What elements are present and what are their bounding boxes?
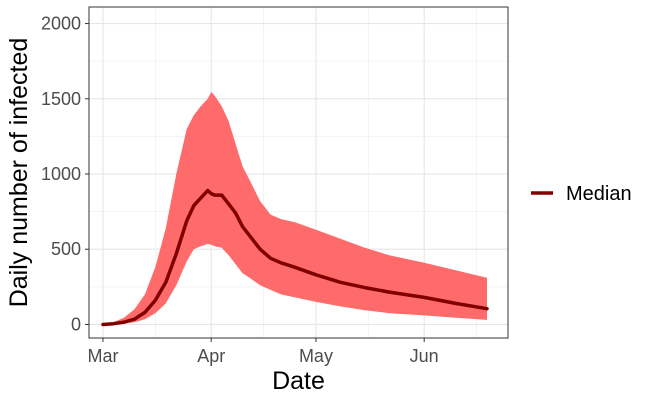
median-line <box>101 188 489 327</box>
y-axis-title: Daily number of infected <box>5 38 33 308</box>
panel-border <box>88 6 509 339</box>
uncertainty-band <box>103 92 487 325</box>
y-tick-label: 1500 <box>41 89 81 109</box>
x-axis: Mar Apr May Jun <box>87 338 439 366</box>
x-tick-label: Jun <box>410 346 439 366</box>
x-axis-title: Date <box>272 367 325 395</box>
legend: Median <box>531 183 632 205</box>
y-tick-label: 2000 <box>41 14 81 34</box>
x-tick-label: Apr <box>197 346 225 366</box>
x-tick-label: May <box>299 346 333 366</box>
legend-label-median: Median <box>566 183 632 205</box>
y-tick-label: 0 <box>71 314 81 334</box>
x-tick-label: Mar <box>87 346 118 366</box>
y-tick-label: 1000 <box>41 164 81 184</box>
y-axis: 0 500 1000 1500 2000 <box>41 14 89 334</box>
y-tick-label: 500 <box>51 239 81 259</box>
